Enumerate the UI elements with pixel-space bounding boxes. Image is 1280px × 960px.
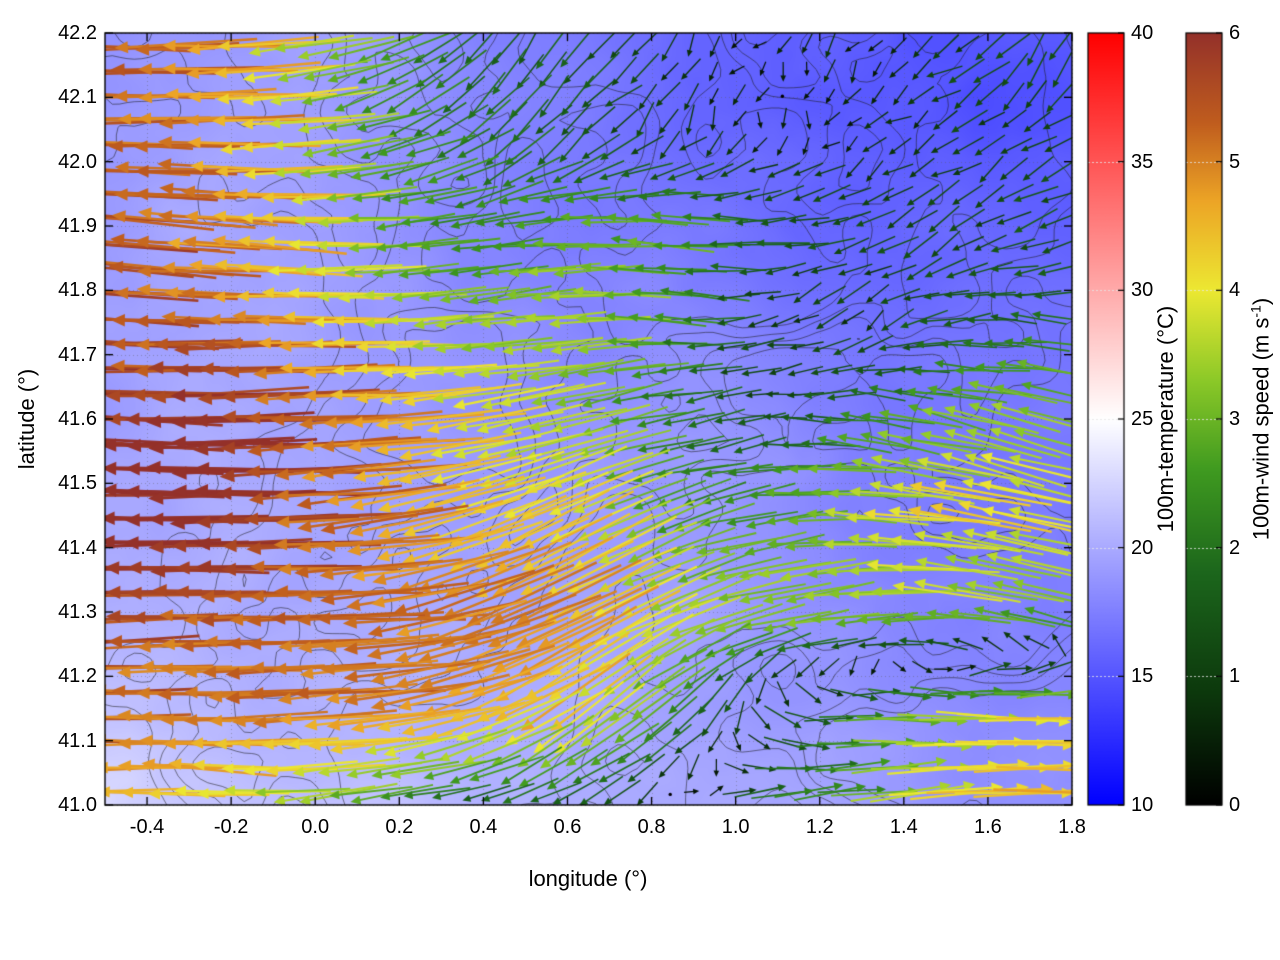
x-tick-label: 0.6 xyxy=(553,816,582,838)
y-tick-label: 41.6 xyxy=(58,408,97,430)
x-axis-title: longitude (°) xyxy=(528,866,648,891)
y-tick-label: 41.8 xyxy=(58,279,97,302)
y-tick-label: 41.2 xyxy=(58,665,97,688)
windspeed-colorbar-title-close: ) xyxy=(1248,297,1274,306)
y-tick-label: 41.0 xyxy=(58,794,97,816)
temperature-colorbar-tick-label: 40 xyxy=(1131,22,1154,44)
x-tick-label: 1.2 xyxy=(805,816,834,838)
windspeed-colorbar-tick-label: 1 xyxy=(1229,665,1241,688)
y-tick-label: 42.1 xyxy=(58,86,97,109)
temperature-colorbar-tick-label: 25 xyxy=(1131,408,1154,430)
temperature-colorbar-tick-label: 15 xyxy=(1131,665,1154,688)
windspeed-colorbar-tick-label: 0 xyxy=(1229,794,1241,816)
x-tick-label: 1.8 xyxy=(1058,816,1086,838)
temperature-colorbar-tick-label: 20 xyxy=(1131,536,1154,559)
windspeed-colorbar-title: 100m-wind speed (m s-1) xyxy=(1247,298,1274,540)
y-tick-label: 41.9 xyxy=(58,215,97,237)
windspeed-colorbar-tick-label: 2 xyxy=(1229,536,1241,559)
windspeed-colorbar-tick-label: 6 xyxy=(1229,22,1241,44)
windspeed-colorbar-tick-label: 5 xyxy=(1229,150,1241,173)
x-tick-label: 1.0 xyxy=(721,816,750,838)
y-tick-label: 41.4 xyxy=(58,536,97,559)
temperature-colorbar-tick-label: 30 xyxy=(1131,279,1154,302)
x-tick-label: 1.6 xyxy=(974,816,1002,838)
x-tick-label: 0.2 xyxy=(385,816,414,838)
windspeed-colorbar-tick-label: 4 xyxy=(1229,279,1241,302)
x-tick-label: -0.2 xyxy=(213,816,249,838)
temperature-colorbar-tick-label: 35 xyxy=(1131,150,1154,173)
x-tick-label: 0.0 xyxy=(301,816,330,838)
x-tick-label: -0.4 xyxy=(129,816,165,838)
y-tick-label: 41.7 xyxy=(58,343,97,366)
y-tick-label: 42.0 xyxy=(58,150,97,173)
windspeed-colorbar-tick-label: 3 xyxy=(1229,408,1241,430)
x-tick-label: 0.4 xyxy=(469,816,498,838)
y-tick-label: 42.2 xyxy=(58,22,97,44)
x-tick-label: 0.8 xyxy=(637,816,666,838)
y-tick-label: 41.1 xyxy=(58,729,97,752)
windspeed-colorbar-title-superscript: -1 xyxy=(1247,305,1264,318)
y-tick-label: 41.3 xyxy=(58,601,97,623)
temperature-colorbar-title: 100m-temperature (°C) xyxy=(1153,305,1178,533)
x-tick-label: 1.4 xyxy=(889,816,918,838)
windspeed-colorbar-title-text: 100m-wind speed (m s xyxy=(1248,317,1274,541)
temperature-colorbar-tick-label: 10 xyxy=(1131,794,1154,816)
y-tick-label: 41.5 xyxy=(58,472,97,495)
